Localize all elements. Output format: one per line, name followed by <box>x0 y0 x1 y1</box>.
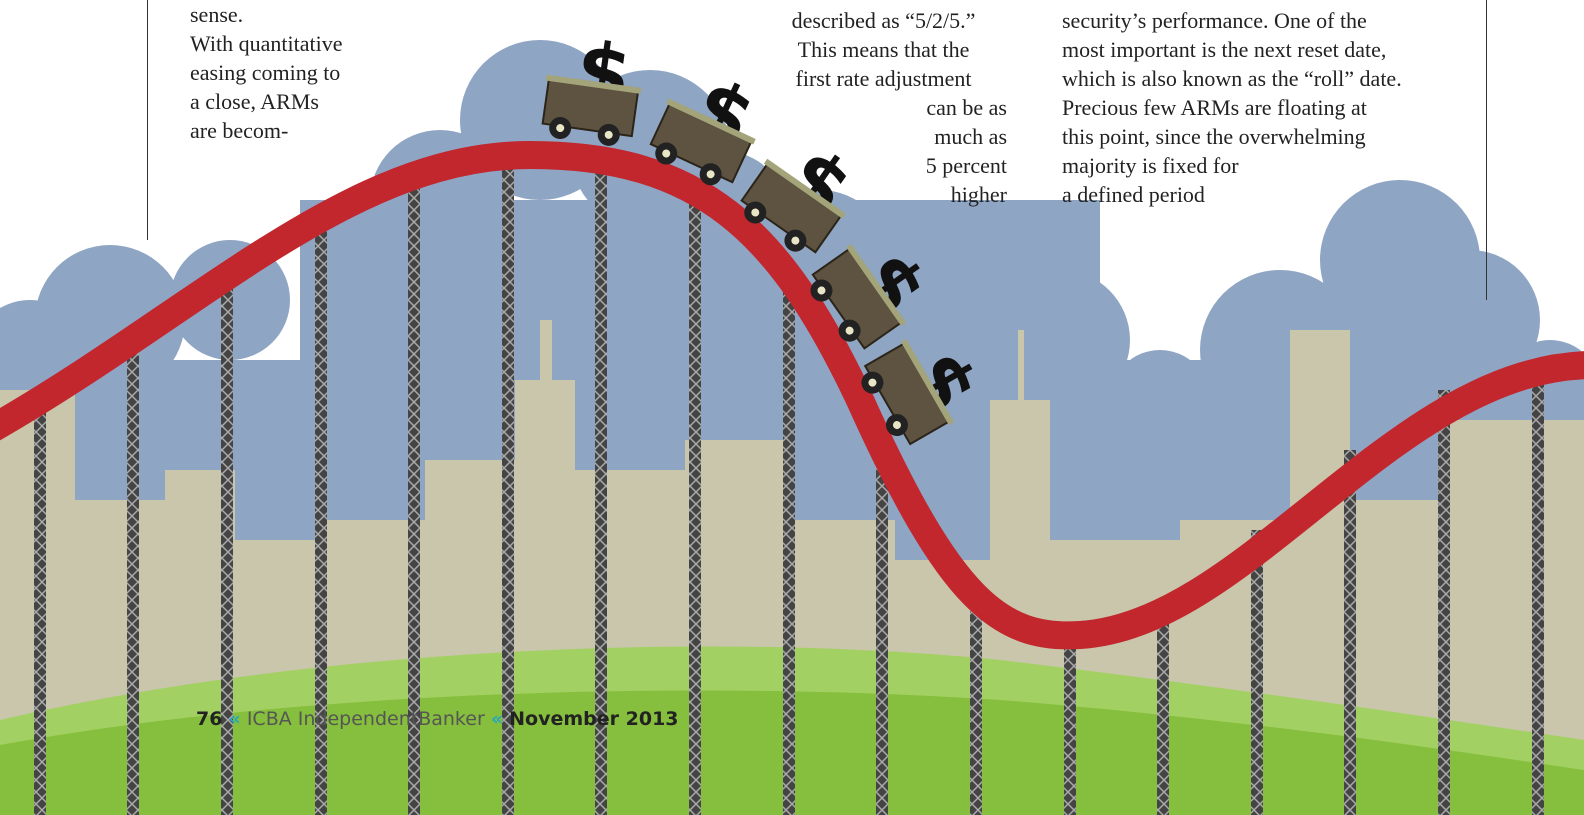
column-rule <box>1486 0 1487 300</box>
text-line: are becom- <box>190 116 342 145</box>
separator: « <box>229 708 241 730</box>
text-line: this point, since the overwhelming <box>1062 122 1402 151</box>
middle-column: described as “5/2/5.”This means that the… <box>760 6 1007 209</box>
publisher: ICBA <box>247 708 292 730</box>
page-number: 76 <box>196 708 222 730</box>
text-line: 5 percent <box>760 151 1007 180</box>
text-line: most important is the next reset date, <box>1062 35 1402 64</box>
text-line: can be as <box>760 93 1007 122</box>
separator: « <box>491 708 503 730</box>
text-line: higher <box>760 180 1007 209</box>
text-line: This means that the <box>760 35 1007 64</box>
magazine: IndependentBanker <box>298 708 485 730</box>
text-line: which is also known as the “roll” date. <box>1062 64 1402 93</box>
text-line: sense. <box>190 0 342 29</box>
text-line: described as “5/2/5.” <box>760 6 1007 35</box>
page: $$$$$ sense.With quantitativeeasing comi… <box>0 0 1584 815</box>
text-line: first rate adjustment <box>760 64 1007 93</box>
text-line: security’s performance. One of the <box>1062 6 1402 35</box>
text-line: easing coming to <box>190 58 342 87</box>
footer: 76 « ICBA IndependentBanker « November 2… <box>196 708 679 730</box>
text-line: majority is fixed for <box>1062 151 1402 180</box>
text-line: a defined period <box>1062 180 1402 209</box>
text-line: With quantitative <box>190 29 342 58</box>
text-line: a close, ARMs <box>190 87 342 116</box>
text-line: much as <box>760 122 1007 151</box>
issue: November 2013 <box>509 708 678 730</box>
column-rule <box>147 0 148 240</box>
text-line: Precious few ARMs are floating at <box>1062 93 1402 122</box>
